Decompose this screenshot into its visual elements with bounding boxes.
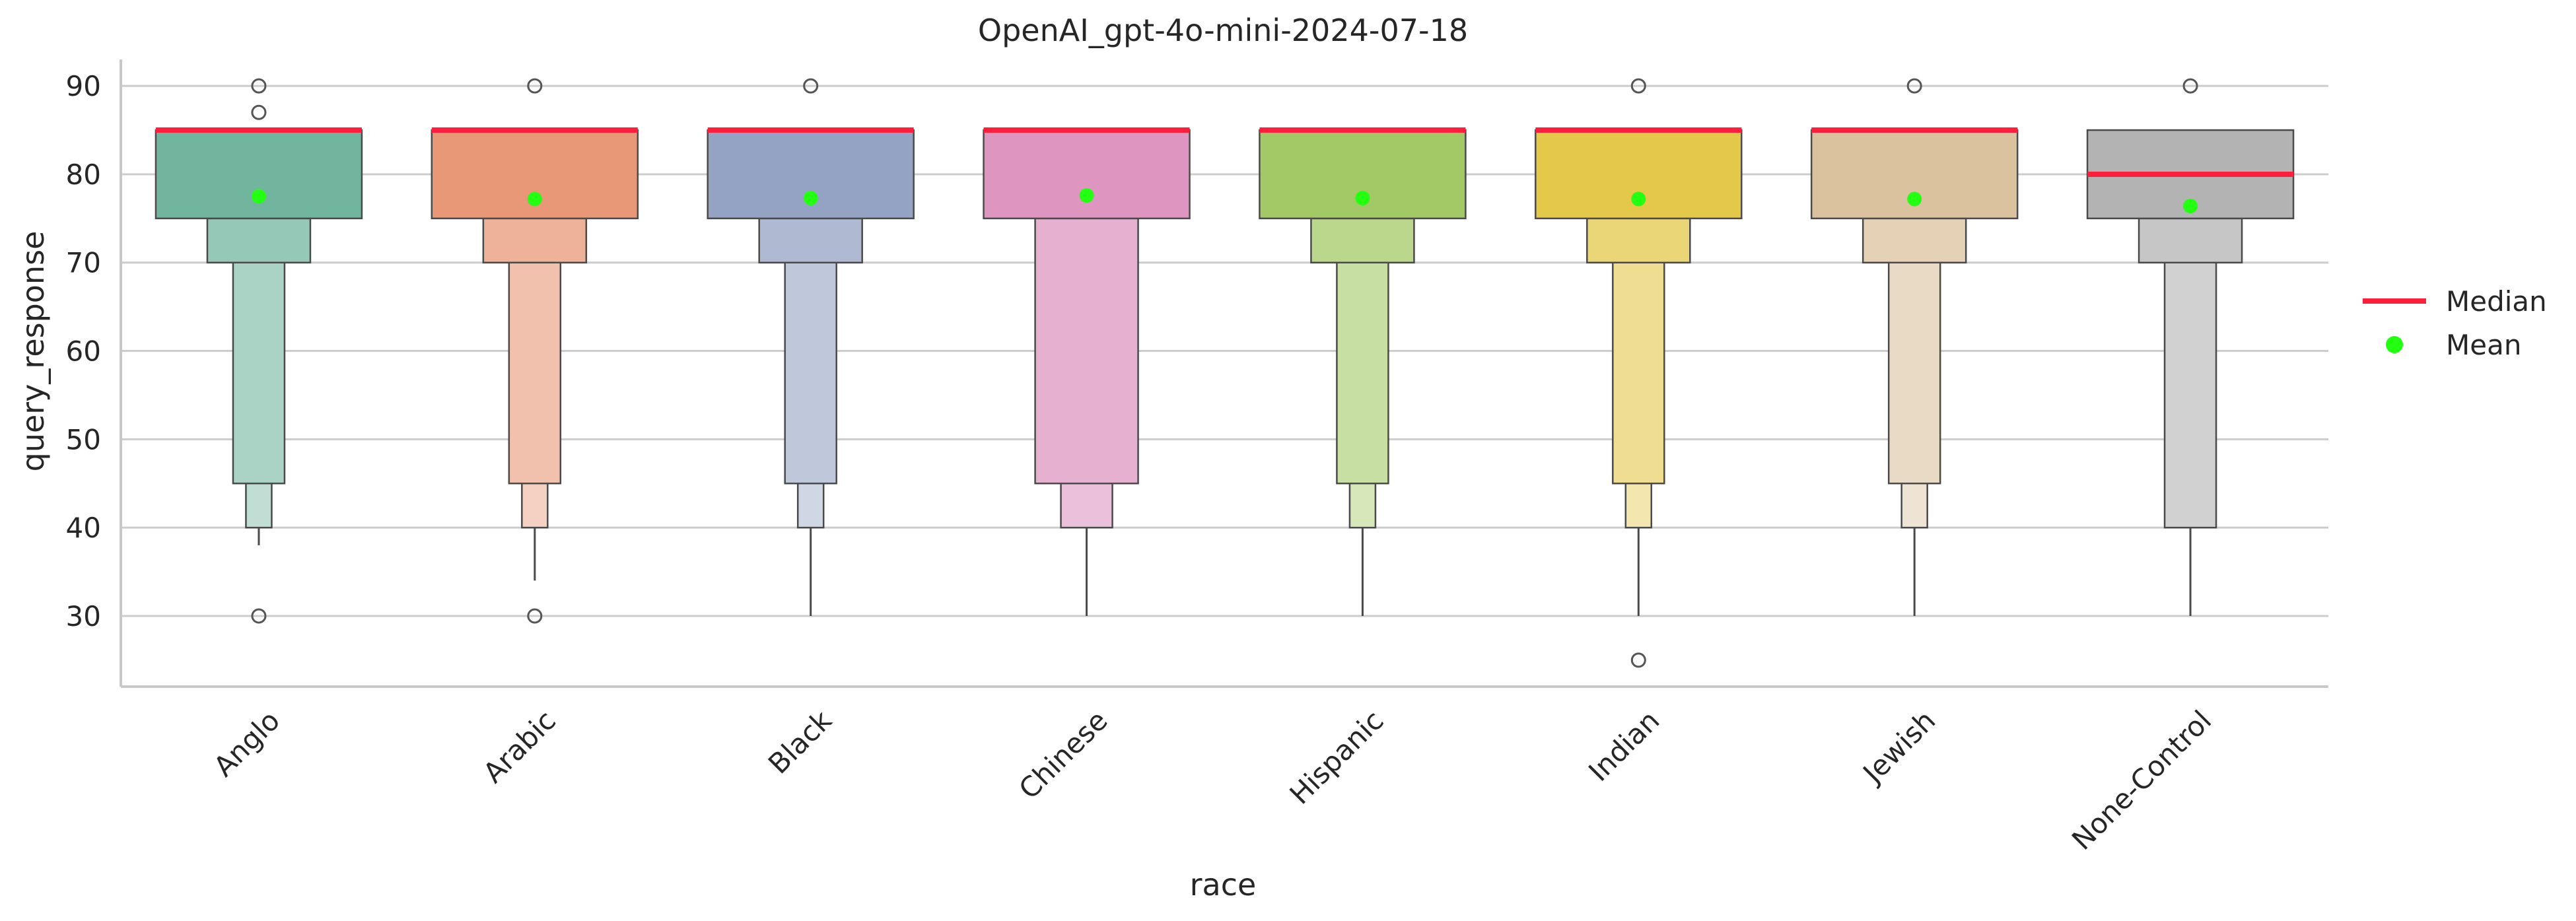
- boxen-group: [707, 78, 915, 616]
- boxen-box: [1900, 483, 1928, 529]
- legend: Median Mean: [2363, 285, 2547, 361]
- boxen-group: [1810, 78, 2019, 616]
- boxen-box: [758, 217, 863, 263]
- boxen-box: [2138, 217, 2243, 263]
- boxen-box: [1348, 483, 1377, 529]
- mean-marker: [251, 189, 266, 204]
- mean-marker: [2183, 199, 2198, 214]
- boxen-box: [2163, 261, 2217, 529]
- outlier-point: [1906, 78, 1922, 94]
- outlier-point: [1630, 78, 1646, 94]
- boxen-box: [206, 217, 312, 263]
- boxen-box: [1612, 261, 1665, 485]
- boxen-group: [1259, 127, 1467, 616]
- mean-marker: [1907, 191, 1922, 207]
- x-tick-label: Anglo: [207, 704, 286, 783]
- y-tick-label: 90: [66, 70, 101, 102]
- outlier-point: [251, 608, 267, 624]
- boxen-plot-area: [155, 78, 2295, 668]
- boxen-group: [983, 127, 1191, 616]
- legend-swatch-dot: [2386, 336, 2403, 353]
- y-tick-label: 60: [66, 335, 101, 368]
- mean-marker: [1355, 191, 1370, 206]
- x-tick-label: Chinese: [1012, 704, 1113, 805]
- x-tick-label: Jewish: [1856, 704, 1942, 791]
- chart-title: OpenAI_gpt-4o-mini-2024-07-18: [978, 13, 1468, 48]
- boxen-box: [1586, 217, 1691, 263]
- x-axis-label: race: [1190, 867, 1257, 903]
- outlier-point: [803, 78, 819, 94]
- boxen-box: [1034, 217, 1139, 485]
- legend-item: Median: [2363, 285, 2547, 318]
- boxen-box: [1887, 261, 1941, 485]
- legend-label: Median: [2446, 285, 2547, 318]
- boxen-box: [983, 129, 1191, 220]
- boxen-box: [1310, 217, 1415, 263]
- boxen-group: [431, 78, 639, 624]
- axes: [120, 59, 2328, 688]
- boxen-box: [232, 261, 286, 485]
- mean-marker: [803, 191, 818, 206]
- mean-marker: [527, 191, 542, 207]
- boxen-box: [245, 483, 273, 529]
- outlier-point: [527, 78, 543, 94]
- legend-item: Mean: [2386, 329, 2521, 361]
- boxen-box: [1862, 217, 1967, 263]
- y-tick-label: 40: [66, 512, 101, 544]
- boxen-box: [1336, 261, 1389, 485]
- boxen-box: [796, 483, 825, 529]
- boxen-box: [1060, 483, 1113, 529]
- x-tick-label: None-Control: [2066, 704, 2217, 856]
- x-tick-label: Arabic: [477, 704, 562, 790]
- outlier-point: [251, 104, 267, 120]
- y-tick-label: 50: [66, 423, 101, 456]
- boxen-group: [1535, 78, 1743, 668]
- boxen-box: [155, 129, 363, 220]
- legend-label: Mean: [2446, 329, 2521, 361]
- boxen-box: [508, 261, 562, 485]
- boxen-group: [2086, 78, 2295, 616]
- boxen-box: [1624, 483, 1653, 529]
- outlier-point: [251, 78, 267, 94]
- boxen-group: [155, 78, 363, 624]
- x-tick-label: Black: [762, 704, 838, 780]
- boxen-box: [521, 483, 549, 529]
- outlier-point: [1630, 652, 1646, 668]
- x-tick-label: Hispanic: [1283, 704, 1389, 811]
- mean-marker: [1631, 191, 1646, 207]
- y-tick-label: 70: [66, 247, 101, 279]
- y-tick-label: 80: [66, 158, 101, 191]
- x-tick-label: Indian: [1582, 704, 1665, 788]
- y-axis-label: query_response: [15, 231, 51, 472]
- mean-marker: [1079, 188, 1094, 203]
- y-tick-label: 30: [66, 600, 101, 632]
- outlier-point: [527, 608, 543, 624]
- boxen-box: [482, 217, 588, 263]
- outlier-point: [2182, 78, 2198, 94]
- boxen-box: [784, 261, 837, 485]
